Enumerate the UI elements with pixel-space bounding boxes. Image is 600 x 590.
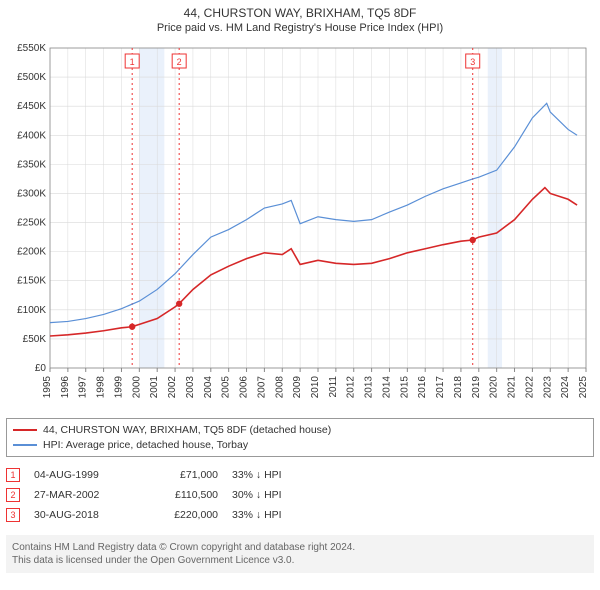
price-points-table: 1 04-AUG-1999 £71,000 33% ↓ HPI 2 27-MAR-2002… [6, 465, 594, 525]
svg-text:2024: 2024 [560, 376, 571, 399]
marker-box: 1 [6, 468, 20, 482]
svg-text:£0: £0 [35, 363, 47, 374]
line-chart: £0 £50K £100K £150K £200K £250K £300K £350K £400… [6, 40, 594, 410]
svg-text:£400K: £400K [17, 130, 46, 141]
chart-svg: £0 £50K £100K £150K £200K £250K £300K £350K £400… [6, 40, 594, 410]
point-price: £110,500 [148, 489, 218, 501]
svg-text:£200K: £200K [17, 247, 46, 258]
svg-text:2000: 2000 [131, 376, 142, 399]
svg-text:1999: 1999 [113, 376, 124, 399]
svg-text:2009: 2009 [292, 376, 303, 399]
svg-text:2003: 2003 [185, 376, 196, 399]
legend-item: HPI: Average price, detached house, Torb… [13, 438, 587, 453]
svg-text:2022: 2022 [524, 376, 535, 399]
svg-text:2017: 2017 [435, 376, 446, 399]
svg-text:2023: 2023 [542, 376, 553, 399]
svg-text:2005: 2005 [221, 376, 232, 399]
point-date: 30-AUG-2018 [34, 509, 134, 521]
svg-text:£300K: £300K [17, 188, 46, 199]
legend-label: 44, CHURSTON WAY, BRIXHAM, TQ5 8DF (deta… [43, 423, 331, 438]
legend-swatch [13, 444, 37, 446]
svg-text:2010: 2010 [310, 376, 321, 399]
legend-swatch [13, 429, 37, 431]
attribution: Contains HM Land Registry data © Crown c… [6, 535, 594, 573]
point-diff: 33% ↓ HPI [232, 509, 312, 521]
price-point-row: 1 04-AUG-1999 £71,000 33% ↓ HPI [6, 465, 594, 485]
svg-text:2016: 2016 [417, 376, 428, 399]
svg-text:2021: 2021 [507, 376, 518, 399]
legend-item: 44, CHURSTON WAY, BRIXHAM, TQ5 8DF (deta… [13, 423, 587, 438]
svg-text:2020: 2020 [489, 376, 500, 399]
chart-title: 44, CHURSTON WAY, BRIXHAM, TQ5 8DF [6, 6, 594, 20]
svg-text:2025: 2025 [578, 376, 589, 399]
point-diff: 30% ↓ HPI [232, 489, 312, 501]
svg-text:2018: 2018 [453, 376, 464, 399]
point-date: 27-MAR-2002 [34, 489, 134, 501]
legend: 44, CHURSTON WAY, BRIXHAM, TQ5 8DF (deta… [6, 418, 594, 457]
svg-text:1995: 1995 [42, 376, 53, 399]
svg-text:£350K: £350K [17, 159, 46, 170]
svg-text:2001: 2001 [149, 376, 160, 399]
svg-text:2011: 2011 [328, 376, 339, 398]
attribution-line-1: Contains HM Land Registry data © Crown c… [12, 541, 588, 554]
svg-text:2006: 2006 [239, 376, 250, 399]
svg-text:2019: 2019 [471, 376, 482, 399]
svg-text:£150K: £150K [17, 276, 46, 287]
svg-text:1996: 1996 [60, 376, 71, 399]
svg-text:£100K: £100K [17, 305, 46, 316]
point-date: 04-AUG-1999 [34, 469, 134, 481]
svg-text:2015: 2015 [399, 376, 410, 399]
point-price: £220,000 [148, 509, 218, 521]
marker-box: 2 [6, 488, 20, 502]
attribution-line-2: This data is licensed under the Open Gov… [12, 554, 588, 567]
svg-text:2: 2 [177, 57, 182, 67]
price-point-row: 3 30-AUG-2018 £220,000 33% ↓ HPI [6, 505, 594, 525]
chart-subtitle: Price paid vs. HM Land Registry's House … [6, 22, 594, 34]
svg-text:£550K: £550K [17, 43, 46, 54]
svg-text:1: 1 [130, 57, 135, 67]
point-diff: 33% ↓ HPI [232, 469, 312, 481]
svg-text:2014: 2014 [381, 376, 392, 399]
svg-text:£500K: £500K [17, 72, 46, 83]
legend-label: HPI: Average price, detached house, Torb… [43, 438, 248, 453]
svg-text:2002: 2002 [167, 376, 178, 399]
svg-text:2013: 2013 [364, 376, 375, 399]
price-point-row: 2 27-MAR-2002 £110,500 30% ↓ HPI [6, 485, 594, 505]
svg-text:3: 3 [470, 57, 475, 67]
svg-text:£250K: £250K [17, 218, 46, 229]
point-price: £71,000 [148, 469, 218, 481]
svg-text:2004: 2004 [203, 376, 214, 399]
svg-text:1997: 1997 [78, 376, 89, 399]
marker-box: 3 [6, 508, 20, 522]
svg-text:2008: 2008 [274, 376, 285, 399]
svg-text:2012: 2012 [346, 376, 357, 399]
svg-text:£450K: £450K [17, 101, 46, 112]
svg-text:£50K: £50K [23, 334, 47, 345]
svg-text:2007: 2007 [256, 376, 267, 399]
svg-text:1998: 1998 [96, 376, 107, 399]
